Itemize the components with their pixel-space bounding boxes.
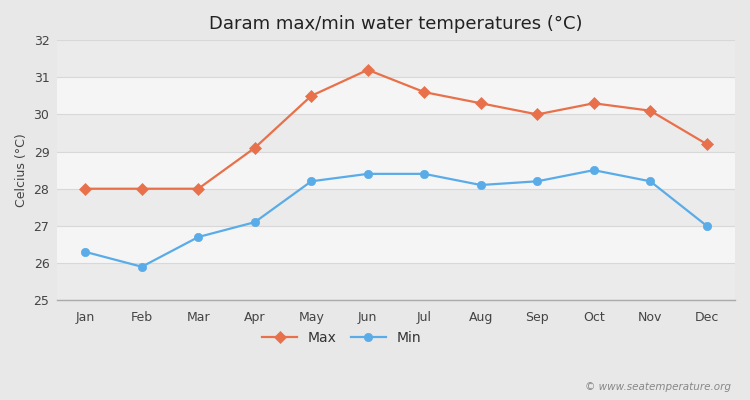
Max xyxy=(137,186,146,191)
Max xyxy=(646,108,655,113)
Max xyxy=(590,101,598,106)
Line: Min: Min xyxy=(81,166,711,271)
Bar xyxy=(57,226,735,263)
Bar xyxy=(57,189,735,226)
Min xyxy=(702,224,711,228)
Min xyxy=(137,264,146,269)
Max xyxy=(363,68,372,72)
Max xyxy=(702,142,711,146)
Title: Daram max/min water temperatures (°C): Daram max/min water temperatures (°C) xyxy=(209,15,583,33)
Bar xyxy=(57,263,735,300)
Max xyxy=(420,90,429,94)
Max xyxy=(532,112,542,117)
Max xyxy=(476,101,485,106)
Min xyxy=(363,172,372,176)
Y-axis label: Celcius (°C): Celcius (°C) xyxy=(15,133,28,207)
Max xyxy=(81,186,90,191)
Min xyxy=(532,179,542,184)
Legend: Max, Min: Max, Min xyxy=(256,325,427,350)
Min xyxy=(194,235,202,240)
Bar xyxy=(57,40,735,77)
Min xyxy=(307,179,316,184)
Line: Max: Max xyxy=(81,66,711,193)
Bar xyxy=(57,77,735,114)
Max xyxy=(307,94,316,98)
Text: © www.seatemperature.org: © www.seatemperature.org xyxy=(585,382,731,392)
Min xyxy=(646,179,655,184)
Min xyxy=(590,168,598,172)
Min xyxy=(81,250,90,254)
Bar xyxy=(57,114,735,152)
Max xyxy=(251,146,260,150)
Max xyxy=(194,186,202,191)
Min xyxy=(420,172,429,176)
Bar xyxy=(57,152,735,189)
Min xyxy=(476,183,485,188)
Min xyxy=(251,220,260,224)
